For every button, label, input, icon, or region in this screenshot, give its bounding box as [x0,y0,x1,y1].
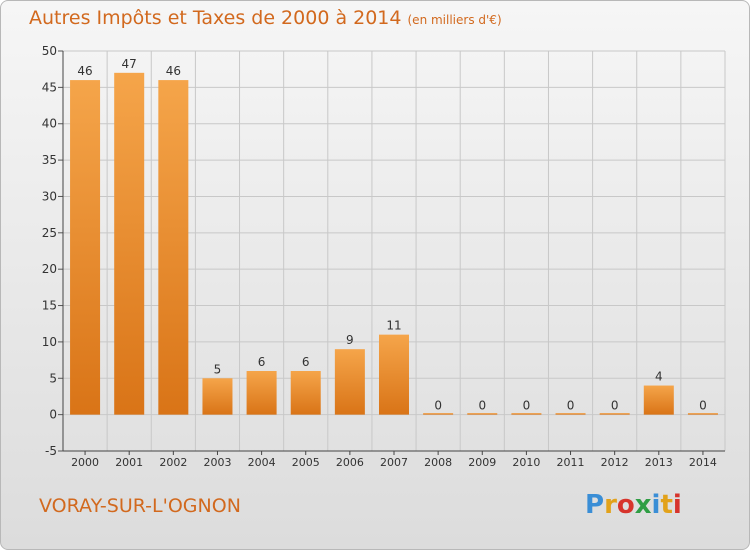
data-label-2012: 0 [611,399,619,413]
bars [70,72,718,415]
x-tick-label-2003: 2003 [203,456,231,469]
x-tick-label-2001: 2001 [115,456,143,469]
chart-title: Autres Impôts et Taxes de 2000 à 2014 (en… [29,7,502,29]
y-tick-label: 40 [42,117,57,131]
commune-name: VORAY-SUR-L'OGNON [39,495,241,517]
bar-2013 [643,385,674,415]
y-tick-label: 45 [42,80,57,94]
x-tick-label-2008: 2008 [424,456,452,469]
data-label-2003: 5 [214,362,222,376]
data-label-2000: 46 [77,64,92,78]
data-label-2010: 0 [523,399,531,413]
x-tick-label-2009: 2009 [468,456,496,469]
x-tick-label-2000: 2000 [71,456,99,469]
data-label-2011: 0 [567,399,575,413]
y-tick-label: 5 [49,371,57,385]
y-tick-label: 20 [42,262,57,276]
bar-2010 [511,413,542,415]
y-tick-label: 15 [42,299,57,313]
data-label-2008: 0 [434,399,442,413]
bar-2000 [70,80,101,415]
y-tick-label: 35 [42,153,57,167]
data-label-2009: 0 [478,399,486,413]
data-label-2004: 6 [258,355,266,369]
y-tick-label: 10 [42,335,57,349]
x-tick-label-2002: 2002 [159,456,187,469]
data-label-2005: 6 [302,355,310,369]
bar-2009 [467,413,498,415]
bar-2005 [290,371,321,415]
x-tick-label-2007: 2007 [380,456,408,469]
bar-2007 [378,334,410,415]
bar-2004 [246,371,277,415]
bar-2008 [423,413,454,415]
x-tick-label-2005: 2005 [292,456,320,469]
data-label-2007: 11 [386,319,401,333]
x-tick-label-2013: 2013 [645,456,673,469]
data-label-2001: 47 [122,57,137,71]
bar-2012 [599,413,630,415]
proxiti-logo[interactable]: Proxiti [585,490,682,520]
data-label-2014: 0 [699,399,707,413]
bar-2006 [334,349,365,415]
y-tick-label: 25 [42,226,57,240]
data-label-2002: 46 [166,64,181,78]
bar-2003 [202,378,233,415]
x-tick-label-2010: 2010 [512,456,540,469]
x-tick-label-2012: 2012 [601,456,629,469]
bar-2002 [158,80,189,415]
x-tick-label-2004: 2004 [248,456,276,469]
data-label-2006: 9 [346,333,354,347]
x-tick-label-2011: 2011 [557,456,585,469]
y-tick-label: 30 [42,189,57,203]
data-label-2013: 4 [655,370,663,384]
y-tick-label: -5 [45,444,57,458]
chart-subtitle: (en milliers d'€) [407,13,502,27]
bar-2014 [687,413,718,415]
x-tick-label-2006: 2006 [336,456,364,469]
y-tick-label: 0 [49,408,57,422]
data-labels: 46 47 46 5 6 6 9 11 0 0 0 0 0 4 0 [77,57,706,413]
bar-2011 [555,413,586,415]
bar-2001 [114,72,145,415]
chart-title-text: Autres Impôts et Taxes de 2000 à 2014 [29,7,402,29]
x-tick-label-2014: 2014 [689,456,717,469]
y-tick-label: 50 [42,44,57,58]
